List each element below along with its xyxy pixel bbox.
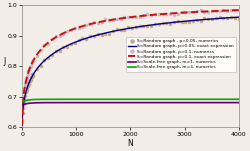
Line: S=Random graph, p=0.1, exact expression: S=Random graph, p=0.1, exact expression [22,10,239,125]
S=Random graph, p=0.1, numerics [203,11,206,13]
S=Scale-free graph, m=1, numerics [58,102,61,104]
S=Scale-free graph, m=1, numerics [104,102,107,104]
S=Random graph, p=0.1, exact expression [45,43,48,45]
Line: S=Random graph, p=0.1, numerics: S=Random graph, p=0.1, numerics [21,9,240,122]
S=Scale-free graph, m=3, numerics [113,98,116,100]
Y-axis label: J: J [4,57,6,66]
S=Random graph, p=0.1, exact expression [104,20,107,22]
Line: S=Random graph, p=0.05, exact expression: S=Random graph, p=0.05, exact expression [22,17,239,125]
S=Random graph, p=0.05, exact expression [113,30,116,32]
X-axis label: N: N [128,138,133,148]
S=Random graph , p=0.05, numerics [115,28,118,30]
S=Random graph, p=0.1, exact expression [113,18,116,20]
S=Random graph, p=0.05, exact expression [58,49,61,50]
S=Random graph, p=0.05, exact expression [210,18,213,20]
S=Random graph, p=0.1, numerics [130,16,134,18]
Line: S=Random graph , p=0.05, numerics: S=Random graph , p=0.05, numerics [21,16,240,122]
S=Random graph, p=0.05, exact expression [233,16,236,18]
S=Random graph, p=0.1, exact expression [20,124,24,126]
S=Random graph, p=0.1, numerics [142,14,145,16]
S=Random graph , p=0.05, numerics [119,29,122,31]
Line: S=Scale-free graph, m=3, numerics: S=Scale-free graph, m=3, numerics [22,99,239,102]
S=Random graph, p=0.1, exact expression [237,9,240,11]
S=Random graph, p=0.1, numerics [70,29,72,31]
S=Random graph, p=0.1, exact expression [58,34,61,36]
S=Random graph, p=0.05, exact expression [45,58,48,59]
Legend: S=Random graph , p=0.05, numerics, S=Random graph, p=0.05, exact expression, S=R: S=Random graph , p=0.05, numerics, S=Ran… [126,37,236,72]
S=Random graph , p=0.05, numerics [203,18,206,19]
S=Scale-free graph, m=1, numerics [210,102,213,104]
S=Scale-free graph, m=1, numerics [20,104,24,106]
S=Scale-free graph, m=3, numerics [233,98,236,100]
S=Scale-free graph, m=3, numerics [58,98,61,100]
S=Scale-free graph, m=3, numerics [45,98,48,100]
S=Random graph, p=0.05, exact expression [237,16,240,18]
S=Random graph, p=0.05, exact expression [20,125,24,126]
S=Random graph , p=0.05, numerics [230,16,232,18]
S=Scale-free graph, m=1, numerics [237,102,240,104]
S=Random graph, p=0.1, exact expression [233,9,236,11]
S=Random graph , p=0.05, numerics [21,120,24,122]
S=Scale-free graph, m=1, numerics [233,102,236,104]
S=Random graph, p=0.05, exact expression [104,32,107,34]
Line: S=Scale-free graph, m=1, numerics: S=Scale-free graph, m=1, numerics [22,103,239,105]
S=Random graph , p=0.05, numerics [130,27,134,29]
S=Random graph, p=0.1, numerics [230,9,232,11]
S=Random graph, p=0.1, numerics [115,18,118,20]
S=Random graph , p=0.05, numerics [237,18,240,19]
S=Scale-free graph, m=3, numerics [104,98,107,100]
S=Random graph, p=0.1, numerics [119,18,122,19]
S=Scale-free graph, m=1, numerics [113,102,116,104]
S=Scale-free graph, m=3, numerics [197,98,200,100]
S=Scale-free graph, m=1, numerics [197,102,200,104]
S=Scale-free graph, m=1, numerics [45,102,48,104]
S=Scale-free graph, m=3, numerics [237,98,240,100]
S=Random graph , p=0.05, numerics [142,25,145,27]
S=Random graph, p=0.1, exact expression [210,10,213,12]
S=Scale-free graph, m=3, numerics [20,101,24,103]
S=Random graph , p=0.05, numerics [70,43,72,45]
S=Random graph, p=0.1, numerics [237,10,240,11]
S=Scale-free graph, m=3, numerics [210,98,213,100]
S=Random graph, p=0.1, numerics [21,120,24,121]
